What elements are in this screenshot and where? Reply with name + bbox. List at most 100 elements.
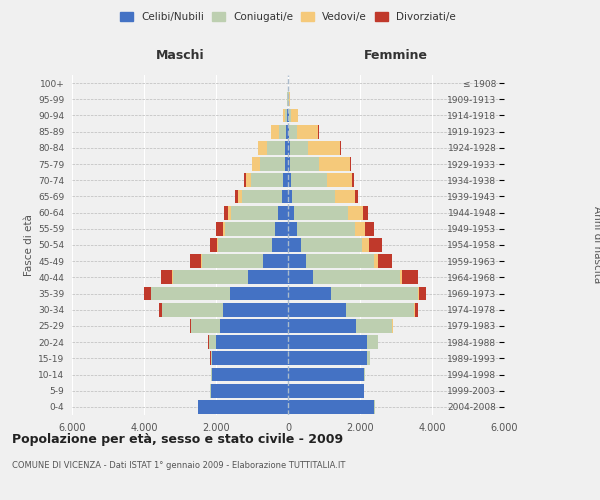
Bar [278, 206, 288, 220]
Bar [272, 238, 288, 252]
Bar [319, 157, 350, 171]
Bar [285, 157, 288, 171]
Bar [356, 319, 392, 333]
Bar [288, 174, 291, 187]
Bar [210, 238, 217, 252]
Bar [367, 336, 378, 349]
Bar [253, 157, 260, 171]
Bar [288, 303, 346, 316]
Bar [288, 368, 364, 382]
Bar [173, 270, 248, 284]
Bar [288, 286, 331, 300]
Bar [283, 108, 286, 122]
Bar [288, 400, 374, 414]
Bar [378, 254, 392, 268]
Bar [191, 319, 220, 333]
Text: COMUNE DI VICENZA - Dati ISTAT 1° gennaio 2009 - Elaborazione TUTTITALIA.IT: COMUNE DI VICENZA - Dati ISTAT 1° gennai… [12, 460, 346, 469]
Bar [238, 190, 242, 203]
Bar [211, 352, 212, 365]
Bar [415, 303, 418, 316]
Bar [288, 254, 306, 268]
Bar [288, 222, 297, 235]
Bar [419, 286, 426, 300]
Bar [281, 190, 288, 203]
Bar [245, 174, 251, 187]
Bar [393, 319, 394, 333]
Text: Popolazione per età, sesso e stato civile - 2009: Popolazione per età, sesso e stato civil… [12, 432, 343, 446]
Bar [289, 92, 290, 106]
Text: Maschi: Maschi [155, 50, 205, 62]
Bar [414, 303, 415, 316]
Bar [190, 319, 191, 333]
Bar [301, 238, 362, 252]
Bar [244, 174, 245, 187]
Text: Anni di nascita: Anni di nascita [592, 206, 600, 284]
Bar [286, 108, 287, 122]
Bar [211, 384, 288, 398]
Bar [224, 206, 228, 220]
Bar [220, 319, 288, 333]
Bar [369, 238, 382, 252]
Bar [248, 270, 288, 284]
Bar [362, 238, 369, 252]
Bar [162, 303, 223, 316]
Bar [291, 174, 327, 187]
Bar [297, 222, 355, 235]
Bar [400, 270, 403, 284]
Bar [346, 303, 414, 316]
Bar [216, 222, 223, 235]
Bar [290, 157, 319, 171]
Bar [290, 108, 298, 122]
Bar [327, 174, 352, 187]
Bar [313, 270, 400, 284]
Bar [288, 141, 290, 154]
Bar [288, 125, 289, 138]
Bar [251, 157, 253, 171]
Bar [209, 336, 216, 349]
Bar [258, 141, 267, 154]
Bar [217, 238, 218, 252]
Bar [230, 286, 288, 300]
Bar [161, 270, 172, 284]
Bar [144, 286, 151, 300]
Bar [151, 286, 230, 300]
Text: Femmine: Femmine [364, 50, 428, 62]
Bar [288, 319, 356, 333]
Bar [292, 190, 335, 203]
Bar [251, 174, 283, 187]
Bar [267, 141, 285, 154]
Bar [242, 190, 281, 203]
Bar [212, 368, 288, 382]
Bar [263, 254, 288, 268]
Bar [418, 286, 419, 300]
Bar [365, 222, 374, 235]
Bar [367, 352, 370, 365]
Bar [260, 157, 285, 171]
Bar [295, 206, 349, 220]
Bar [288, 352, 367, 365]
Bar [288, 190, 292, 203]
Bar [285, 141, 288, 154]
Bar [218, 238, 272, 252]
Bar [235, 190, 238, 203]
Bar [271, 125, 278, 138]
Y-axis label: Fasce di età: Fasce di età [24, 214, 34, 276]
Bar [278, 125, 286, 138]
Bar [223, 303, 288, 316]
Bar [190, 254, 201, 268]
Bar [288, 336, 367, 349]
Bar [363, 206, 368, 220]
Bar [288, 270, 313, 284]
Bar [287, 108, 288, 122]
Bar [286, 125, 288, 138]
Bar [198, 400, 288, 414]
Bar [288, 108, 289, 122]
Bar [349, 206, 363, 220]
Bar [288, 384, 364, 398]
Bar [228, 206, 231, 220]
Bar [211, 368, 212, 382]
Bar [288, 206, 295, 220]
Bar [352, 174, 354, 187]
Bar [340, 141, 341, 154]
Bar [403, 270, 418, 284]
